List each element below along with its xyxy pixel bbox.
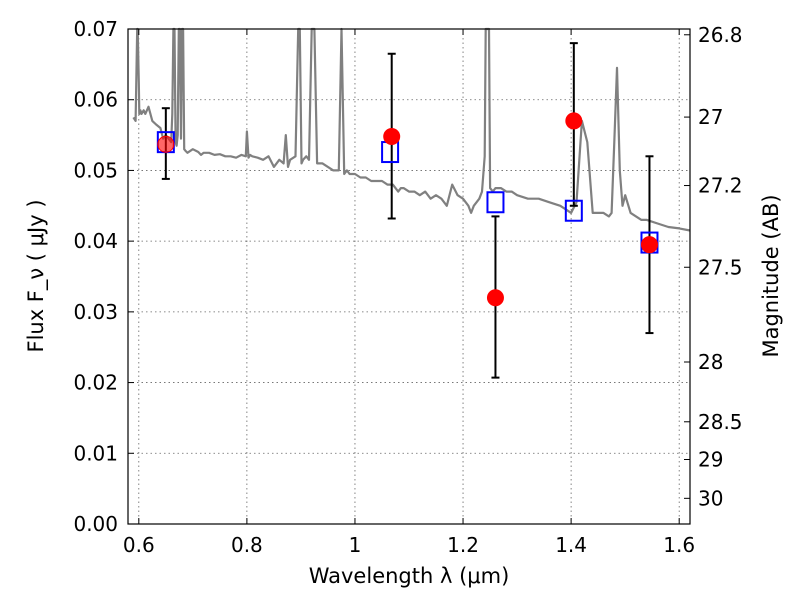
y-tick-label: 0.06 [73, 88, 118, 112]
y-tick-label: 0.04 [73, 229, 118, 253]
model-point [564, 199, 583, 222]
x-axis-ticks: 0.6 0.8 1 1.2 1.4 1.6 [123, 29, 695, 557]
magnitude-tick-label: 30 [698, 486, 723, 510]
y-tick-label: 0.05 [73, 158, 118, 182]
x-tick-label: 1.4 [555, 533, 587, 557]
magnitude-tick-label: 29 [698, 448, 723, 472]
y-tick-label: 0.07 [73, 17, 118, 41]
plot-frame [127, 28, 691, 525]
spectrum-line [132, 27, 691, 232]
magnitude-tick-label: 28.5 [698, 410, 743, 434]
observed-point [565, 112, 583, 130]
y-tick-label: 0.02 [73, 371, 118, 395]
x-tick-label: 0.6 [123, 533, 155, 557]
magnitude-tick-label: 27.5 [698, 255, 743, 279]
magnitude-axis-ticks: 26.8 27 27.2 27.5 28 28.5 29 30 [684, 23, 743, 510]
y-axis-ticks: 0.00 0.01 0.02 0.03 0.04 0.05 0.06 0.07 [73, 17, 134, 536]
x-tick-label: 1.6 [663, 533, 695, 557]
error-bars [161, 42, 654, 379]
y-tick-label: 0.03 [73, 300, 118, 324]
y-tick-label: 0.01 [73, 441, 118, 465]
observed-point [157, 135, 175, 153]
magnitude-tick-label: 27 [698, 105, 723, 129]
grid-lines [128, 28, 690, 525]
model-point [381, 141, 400, 164]
observed-point [486, 289, 504, 307]
y-axis-label: Flux F_ν ( μJy ) [24, 199, 49, 352]
x-axis-label: Wavelength λ (μm) [309, 564, 510, 588]
x-tick-label: 1 [349, 533, 362, 557]
magnitude-tick-label: 27.2 [698, 174, 743, 198]
x-tick-label: 1.2 [447, 533, 479, 557]
y-tick-label: 0.00 [73, 512, 118, 536]
observed-photometry-series [157, 112, 658, 307]
observed-point [640, 236, 658, 254]
magnitude-axis-label: Magnitude (AB) [759, 194, 783, 357]
magnitude-tick-label: 28 [698, 350, 723, 374]
observed-point [383, 127, 401, 145]
magnitude-tick-label: 26.8 [698, 23, 743, 47]
x-tick-label: 0.8 [231, 533, 263, 557]
model-point [486, 191, 505, 214]
spectrum-series [132, 27, 691, 232]
model-photometry-series [156, 131, 659, 254]
